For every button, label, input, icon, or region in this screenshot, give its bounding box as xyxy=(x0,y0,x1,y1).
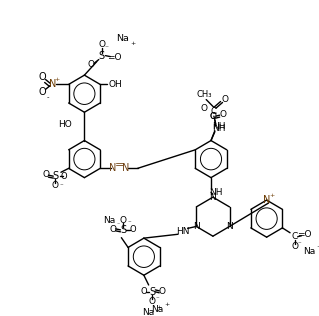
Text: O: O xyxy=(61,172,67,181)
Text: =: = xyxy=(115,161,124,170)
Text: C: C xyxy=(292,232,298,241)
Text: C: C xyxy=(210,112,216,121)
Text: N: N xyxy=(109,163,116,173)
Text: NH: NH xyxy=(212,122,226,131)
Text: Na: Na xyxy=(143,308,155,316)
Text: Na: Na xyxy=(303,247,315,256)
Text: +: + xyxy=(316,244,319,249)
Text: Na: Na xyxy=(116,33,129,43)
Text: N: N xyxy=(210,193,216,202)
Text: O: O xyxy=(209,112,216,121)
Text: C: C xyxy=(211,107,217,116)
Text: O: O xyxy=(220,110,227,119)
Text: O: O xyxy=(39,87,47,97)
Text: O: O xyxy=(201,104,208,113)
Text: O: O xyxy=(149,297,156,306)
Text: NH: NH xyxy=(209,188,223,197)
Text: O: O xyxy=(52,181,59,191)
Text: ⁻: ⁻ xyxy=(155,297,159,303)
Text: -: - xyxy=(46,94,49,100)
Text: N: N xyxy=(48,79,56,89)
Text: OH: OH xyxy=(109,80,122,89)
Text: HO: HO xyxy=(58,120,72,129)
Text: Na: Na xyxy=(103,216,115,225)
Text: ⁻: ⁻ xyxy=(127,220,131,226)
Text: ⁻: ⁻ xyxy=(117,223,120,228)
Text: S: S xyxy=(52,171,58,181)
Text: CH₃: CH₃ xyxy=(197,90,212,99)
Text: O: O xyxy=(98,40,105,49)
Text: O: O xyxy=(130,225,136,234)
Text: +: + xyxy=(131,41,136,46)
Text: S: S xyxy=(99,51,105,61)
Text: O: O xyxy=(141,287,147,296)
Text: ⁻: ⁻ xyxy=(59,183,63,189)
Text: =O: =O xyxy=(297,230,312,239)
Text: O: O xyxy=(88,60,95,69)
Text: O: O xyxy=(222,95,229,104)
Text: O: O xyxy=(42,170,49,179)
Text: =O: =O xyxy=(107,53,122,62)
Text: +: + xyxy=(270,193,275,198)
Text: O: O xyxy=(120,216,127,225)
Text: N: N xyxy=(193,222,200,231)
Text: S: S xyxy=(149,287,156,297)
Text: +: + xyxy=(157,305,162,310)
Text: N: N xyxy=(122,163,130,173)
Text: +: + xyxy=(55,77,60,82)
Text: O: O xyxy=(109,225,116,234)
Text: S: S xyxy=(120,225,126,235)
Text: HN: HN xyxy=(176,227,189,236)
Text: N: N xyxy=(226,222,233,231)
Text: O: O xyxy=(291,242,298,251)
Text: ⁻: ⁻ xyxy=(104,43,108,52)
Text: ⁻: ⁻ xyxy=(298,241,301,247)
Text: O: O xyxy=(39,72,47,82)
Text: NH: NH xyxy=(212,124,226,133)
Text: N: N xyxy=(263,195,270,205)
Text: +: + xyxy=(164,302,169,307)
Text: Na: Na xyxy=(151,305,163,314)
Text: O: O xyxy=(159,287,166,296)
